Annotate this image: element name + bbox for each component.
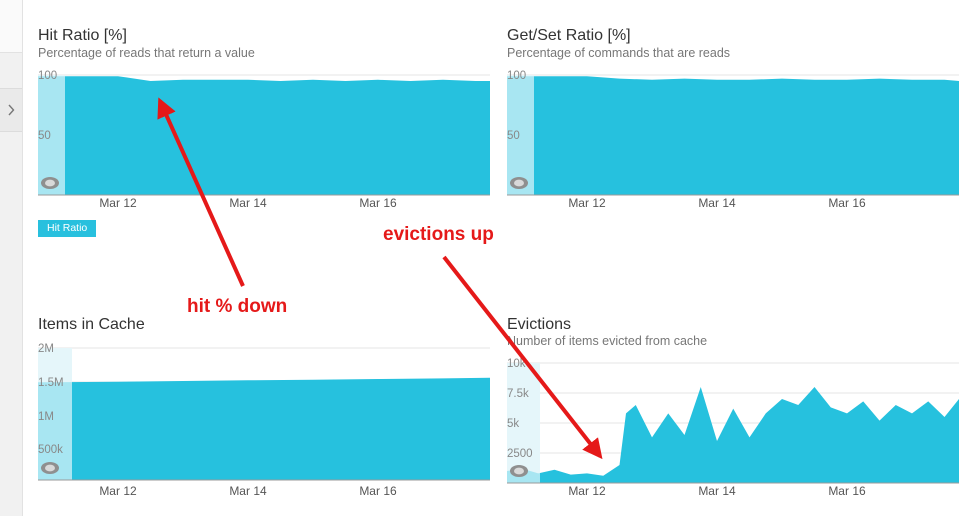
items-in-cache-title: Items in Cache [38, 316, 145, 333]
x-tick-label: Mar 12 [568, 196, 606, 210]
y-tick-label: 100 [38, 70, 57, 82]
x-tick-label: Mar 16 [828, 484, 866, 498]
series-area [38, 377, 490, 480]
y-tick-label: 100 [507, 70, 526, 82]
annotation-hit-down: hit % down [187, 296, 288, 317]
annotation-evictions-up: evictions up [383, 224, 494, 245]
series-area [507, 76, 959, 195]
y-tick-label: 50 [38, 130, 51, 142]
highlight-overlay [507, 75, 534, 195]
toggle-icon [41, 462, 59, 474]
expand-sidebar-button[interactable] [0, 88, 22, 132]
hit-ratio-chart: 100 50 Mar 12 Mar 14 Mar 16 [38, 70, 490, 210]
y-tick-label: 5k [507, 418, 519, 430]
x-tick-label: Mar 14 [698, 196, 736, 210]
x-tick-label: Mar 16 [828, 196, 866, 210]
legend-hit-ratio[interactable]: Hit Ratio [38, 220, 97, 237]
toggle-icon [41, 177, 59, 189]
toggle-icon [510, 177, 528, 189]
evictions-subtitle: Number of items evicted from cache [507, 334, 708, 348]
y-tick-label: 1M [38, 411, 54, 423]
get-set-ratio-subtitle: Percentage of commands that are reads [507, 46, 731, 60]
x-tick-label: Mar 14 [229, 196, 267, 210]
highlight-overlay [38, 348, 72, 480]
x-tick-label: Mar 14 [229, 484, 267, 498]
y-tick-label: 7.5k [507, 388, 529, 400]
series-area [38, 76, 490, 195]
y-tick-label: 2M [38, 343, 54, 355]
rail-top [0, 0, 22, 53]
left-rail [0, 0, 23, 516]
y-tick-label: 1.5M [38, 377, 64, 389]
x-tick-label: Mar 12 [568, 484, 606, 498]
x-tick-label: Mar 16 [359, 196, 397, 210]
evictions-title: Evictions [507, 316, 572, 333]
x-tick-label: Mar 16 [359, 484, 397, 498]
hit-ratio-subtitle: Percentage of reads that return a value [38, 46, 255, 60]
y-tick-label: 500k [38, 444, 63, 456]
evictions-chart: 10k 7.5k 5k 2500 Mar 12 Mar 14 Mar 16 [507, 358, 959, 498]
y-tick-label: 50 [507, 130, 520, 142]
y-tick-label: 10k [507, 358, 526, 370]
chevron-right-icon [8, 104, 15, 116]
items-in-cache-chart: 2M 1.5M 1M 500k Mar 12 Mar 14 Mar 16 [38, 343, 490, 498]
toggle-icon [510, 465, 528, 477]
x-tick-label: Mar 14 [698, 484, 736, 498]
x-tick-label: Mar 12 [99, 484, 137, 498]
series-area [507, 387, 959, 483]
x-tick-label: Mar 12 [99, 196, 137, 210]
y-tick-label: 2500 [507, 448, 533, 460]
get-set-ratio-chart: 100 50 Mar 12 Mar 14 Mar 16 [507, 70, 959, 210]
hit-ratio-title: Hit Ratio [%] [38, 27, 127, 44]
highlight-overlay [38, 75, 65, 195]
get-set-ratio-title: Get/Set Ratio [%] [507, 27, 631, 44]
